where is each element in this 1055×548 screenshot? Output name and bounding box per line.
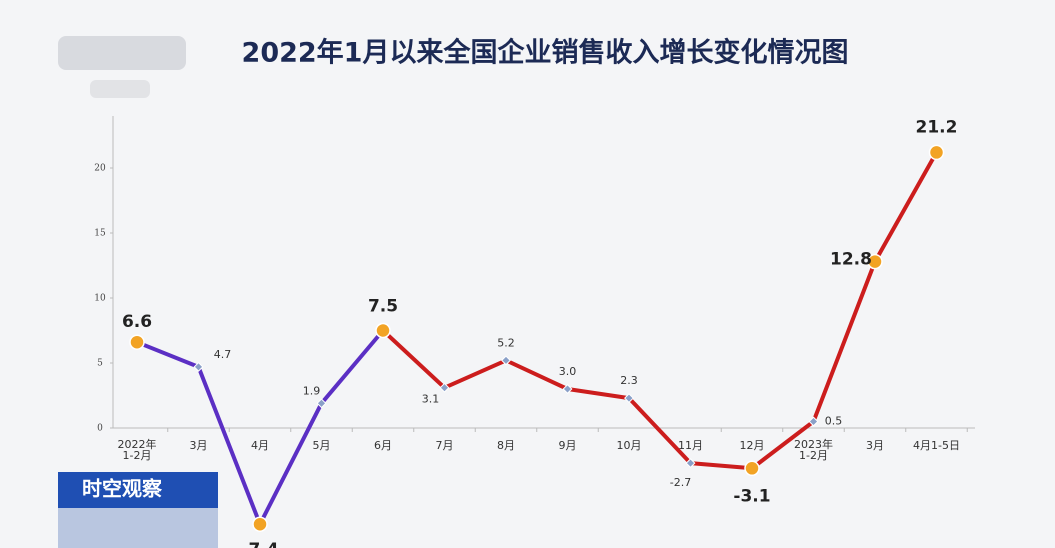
highlight-point (129, 334, 145, 350)
blurred-logo (58, 36, 186, 70)
x-tick-label: 3月 (190, 439, 208, 452)
data-label: 3.1 (422, 393, 440, 406)
line-segment (258, 401, 324, 527)
line-segment (319, 328, 385, 406)
x-tick-label: 12月 (740, 439, 765, 452)
data-label: 1.9 (303, 384, 321, 397)
x-tick-label: 6月 (374, 439, 392, 452)
x-tick-label: 1-2月 (799, 449, 828, 462)
x-tick-label: 9月 (559, 439, 577, 452)
point (624, 393, 634, 404)
y-tick-label: 10 (94, 294, 106, 304)
data-label: -7.4 (241, 540, 278, 548)
point (316, 398, 327, 409)
y-tick-label: 20 (94, 164, 106, 174)
x-tick-label: 1-2月 (123, 449, 152, 462)
highlight-point (928, 144, 945, 161)
blurred-box (58, 508, 218, 548)
highlight-point (375, 322, 391, 339)
line-segment (135, 340, 201, 369)
data-label: 3.0 (559, 365, 577, 378)
point (562, 384, 573, 394)
highlight-point (252, 516, 268, 532)
line-segment (750, 419, 816, 471)
data-label: 7.5 (368, 297, 398, 317)
data-label: 21.2 (916, 117, 958, 137)
x-tick-label: 4月 (251, 439, 269, 452)
x-tick-label: 4月1-5日 (913, 439, 960, 452)
data-label: -2.7 (670, 476, 691, 489)
x-tick-label: 10月 (617, 439, 642, 452)
y-tick-label: 15 (94, 229, 106, 239)
x-tick-label: 2023年 (794, 437, 833, 451)
data-label: 2.3 (620, 374, 638, 387)
data-label: -3.1 (733, 486, 770, 506)
chart-title: 2022年1月以来全国企业销售收入增长变化情况图 (242, 37, 849, 69)
x-tick-label: 2022年 (118, 437, 157, 451)
point (501, 355, 511, 366)
line-segment (627, 396, 693, 466)
point (685, 458, 696, 469)
data-label: 5.2 (497, 336, 515, 349)
data-label: 4.7 (214, 348, 232, 361)
x-tick-label: 11月 (678, 439, 703, 452)
x-tick-label: 8月 (497, 439, 515, 452)
x-tick-label: 3月 (866, 439, 884, 452)
line-segment (381, 328, 447, 390)
point (439, 382, 450, 393)
line-segment (442, 358, 508, 390)
line-segment (504, 358, 570, 391)
overlay-box (58, 472, 218, 508)
line-segment (811, 259, 877, 424)
y-tick-label: 5 (97, 359, 103, 369)
x-tick-label: 5月 (313, 439, 331, 452)
line-segment (873, 150, 939, 264)
y-tick-label: 0 (97, 424, 103, 434)
line-segment (565, 387, 631, 401)
point (808, 416, 819, 427)
highlight-point (867, 253, 883, 270)
data-label: 0.5 (825, 415, 843, 428)
line-segment (688, 461, 754, 471)
data-label: 12.8 (830, 250, 872, 270)
line-segment (196, 364, 262, 527)
blurred-logo (90, 80, 150, 98)
point (193, 361, 204, 372)
highlight-point (744, 460, 760, 477)
x-tick-label: 7月 (436, 439, 454, 452)
data-label: 6.6 (122, 312, 152, 332)
overlay-label: 时空观察 (82, 477, 163, 501)
